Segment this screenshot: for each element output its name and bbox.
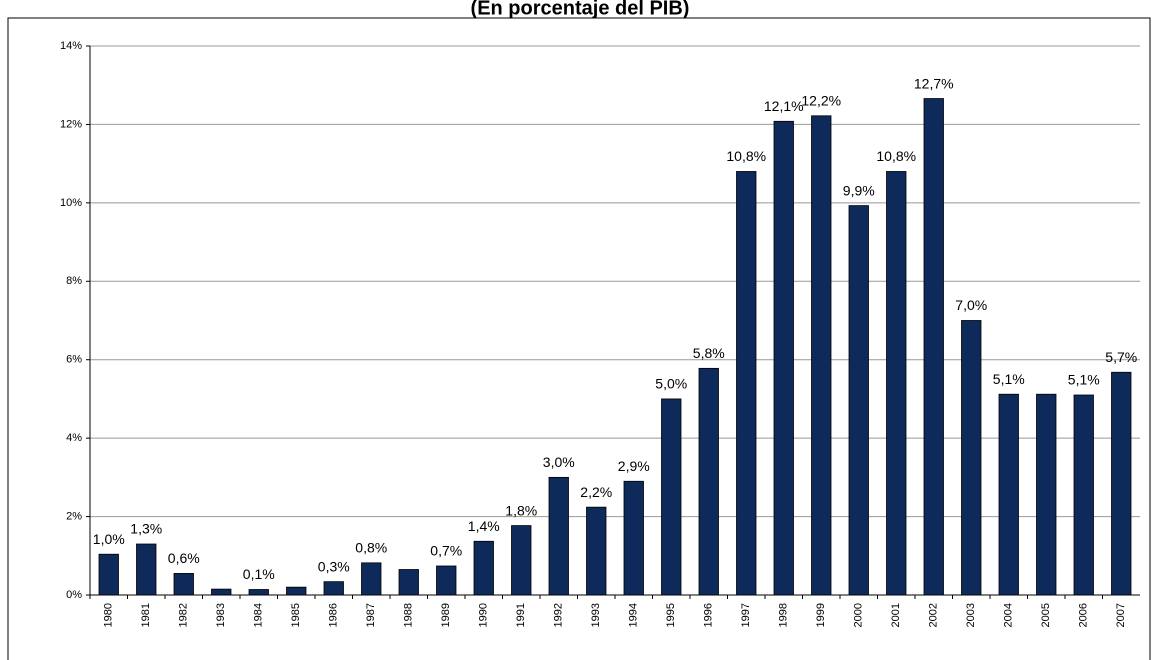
value-label: 1,0% — [93, 531, 125, 547]
x-tick-label: 1983 — [215, 603, 227, 627]
x-tick-label: 2003 — [965, 603, 977, 627]
x-tick-label: 1981 — [140, 603, 152, 627]
bar — [773, 120, 794, 596]
bar — [848, 205, 869, 596]
value-label: 10,8% — [876, 148, 916, 164]
value-label: 5,7% — [1105, 349, 1137, 365]
bar — [998, 393, 1019, 596]
x-tick-label: 1992 — [553, 603, 565, 627]
x-tick-label: 1986 — [328, 603, 340, 627]
y-tick-label: 0% — [66, 589, 82, 601]
value-label: 0,8% — [355, 540, 387, 556]
y-tick-label: 10% — [60, 197, 82, 209]
x-tick-label: 1988 — [403, 603, 415, 627]
bar — [1073, 394, 1094, 596]
x-tick-label: 2000 — [853, 603, 865, 627]
x-tick-label: 2006 — [1078, 603, 1090, 627]
bar — [736, 171, 757, 596]
bar — [511, 525, 532, 596]
bar — [136, 543, 157, 596]
bar — [548, 476, 569, 596]
bar — [886, 171, 907, 596]
value-label: 12,1% — [764, 98, 804, 114]
value-label: 1,8% — [505, 502, 537, 518]
value-label: 10,8% — [726, 148, 766, 164]
x-tick-label: 1995 — [665, 603, 677, 627]
x-tick-label: 1982 — [178, 603, 190, 627]
chart-title: (En porcentaje del PIB) — [471, 0, 690, 19]
bar — [811, 115, 832, 596]
value-label: 0,3% — [318, 558, 350, 574]
value-label: 5,8% — [693, 345, 725, 361]
value-label: 1,4% — [468, 518, 500, 534]
value-label: 5,1% — [1068, 372, 1100, 388]
bar — [286, 586, 307, 596]
value-label: 3,0% — [543, 454, 575, 470]
value-label: 2,9% — [618, 458, 650, 474]
x-tick-label: 1999 — [815, 603, 827, 627]
y-tick-label: 2% — [66, 510, 82, 522]
value-label: 0,6% — [168, 550, 200, 566]
value-label: 2,2% — [580, 484, 612, 500]
y-tick-label: 8% — [66, 275, 82, 287]
y-tick-label: 4% — [66, 432, 82, 444]
x-tick-label: 1991 — [515, 603, 527, 627]
x-tick-label: 1989 — [440, 603, 452, 627]
x-tick-label: 1980 — [103, 603, 115, 627]
bar — [398, 569, 419, 596]
value-label: 12,7% — [914, 75, 954, 91]
value-label: 5,0% — [655, 376, 687, 392]
chart-frame — [7, 17, 1151, 660]
x-tick-label: 1994 — [628, 603, 640, 627]
value-label: 9,9% — [843, 182, 875, 198]
value-label: 0,1% — [243, 566, 275, 582]
y-tick-label: 14% — [60, 40, 82, 52]
bar — [361, 562, 382, 596]
x-tick-label: 1985 — [290, 603, 302, 627]
bar — [1036, 393, 1057, 596]
bar — [623, 480, 644, 596]
x-tick-label: 2005 — [1040, 603, 1052, 627]
x-tick-label: 1998 — [778, 603, 790, 627]
bar — [211, 588, 232, 596]
bar — [923, 98, 944, 596]
value-label: 0,7% — [430, 543, 462, 559]
bar — [698, 367, 719, 596]
bar — [98, 553, 119, 596]
bar — [473, 540, 494, 596]
x-tick-label: 1996 — [703, 603, 715, 627]
bar — [661, 398, 682, 596]
x-tick-label: 1987 — [365, 603, 377, 627]
value-label: 7,0% — [955, 297, 987, 313]
x-tick-label: 1993 — [590, 603, 602, 627]
bar — [323, 581, 344, 596]
bar — [436, 565, 457, 596]
x-tick-label: 2004 — [1003, 603, 1015, 627]
value-label: 12,2% — [801, 93, 841, 109]
x-tick-label: 2007 — [1115, 603, 1127, 627]
x-tick-label: 2001 — [890, 603, 902, 627]
bar — [248, 589, 269, 596]
bar — [1111, 371, 1132, 596]
bar — [173, 573, 194, 596]
x-tick-label: 1984 — [253, 603, 265, 627]
y-tick-label: 6% — [66, 354, 82, 366]
x-tick-label: 1990 — [478, 603, 490, 627]
x-tick-label: 2002 — [928, 603, 940, 627]
bar — [961, 320, 982, 596]
value-label: 1,3% — [130, 521, 162, 537]
x-tick-label: 1997 — [740, 603, 752, 627]
y-tick-label: 12% — [60, 118, 82, 130]
value-label: 5,1% — [993, 371, 1025, 387]
bar — [586, 506, 607, 596]
